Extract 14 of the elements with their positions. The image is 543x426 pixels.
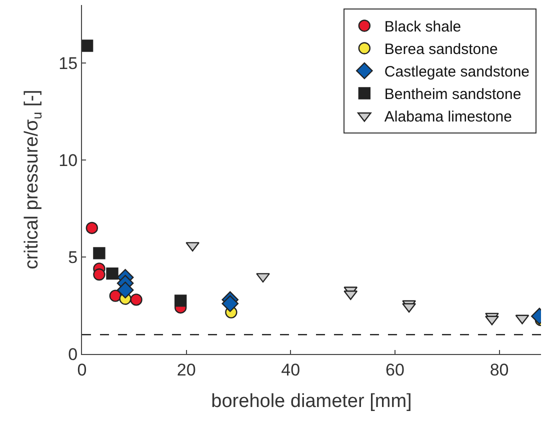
legend-label: Bentheim sandstone <box>384 86 522 104</box>
x-tick-label: 40 <box>281 360 300 380</box>
legend-label: Alabama limestone <box>384 108 512 126</box>
x-tick-label: 60 <box>385 360 404 380</box>
x-tick-label: 20 <box>176 360 196 380</box>
x-tick-label: 80 <box>490 360 509 380</box>
x-axis-title: borehole diameter [mm] <box>211 391 412 412</box>
legend-label: Castlegate sandstone <box>384 64 530 81</box>
legend-label: Black shale <box>384 18 462 36</box>
legend-label: Berea sandstone <box>384 41 498 58</box>
y-tick-label: 0 <box>68 344 78 364</box>
y-tick-label: 10 <box>58 151 78 170</box>
y-tick-label: 15 <box>58 54 78 74</box>
y-tick-label: 5 <box>68 248 78 268</box>
